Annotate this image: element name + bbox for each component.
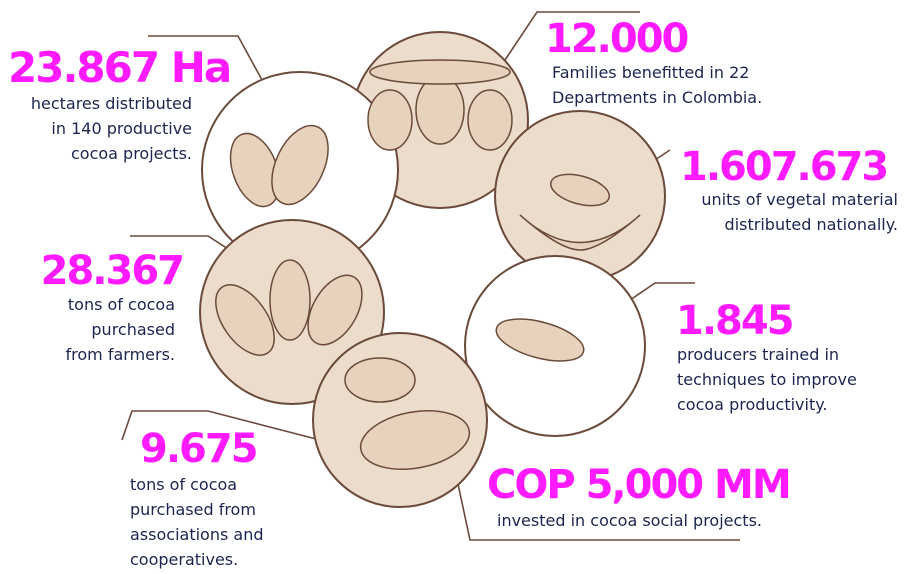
stat-value: 23.867 Ha	[8, 43, 230, 92]
stat-description: hectares distributed	[31, 94, 192, 113]
stat-value: 9.675	[140, 426, 257, 472]
stat-description: Departments in Colombia.	[552, 88, 762, 107]
stat-value: 1.845	[676, 298, 793, 344]
stat-description: units of vegetal material	[701, 190, 898, 209]
stat-description: purchased from	[130, 500, 256, 519]
stat-description: from farmers.	[66, 345, 175, 364]
stat-description: distributed nationally.	[725, 215, 898, 234]
stat-value: 28.367	[41, 248, 183, 294]
stat-description: Families benefitted in 22	[552, 63, 749, 82]
stat-description: tons of cocoa	[68, 295, 175, 314]
stat-value: 1.607.673	[680, 144, 887, 190]
stat-description: in 140 productive	[51, 119, 192, 138]
infographic: 23.867 Ha hectares distributed in 140 prod…	[0, 0, 906, 574]
stat-description: techniques to improve	[677, 370, 857, 389]
stat-description: cocoa productivity.	[677, 395, 828, 414]
stat-description: tons of cocoa	[130, 475, 237, 494]
stat-description: associations and	[130, 525, 263, 544]
stat-value: 12.000	[545, 16, 688, 62]
stat-value: COP 5,000 MM	[487, 462, 790, 508]
stat-description: cooperatives.	[130, 550, 238, 569]
stat-description: purchased	[91, 320, 175, 339]
stat-description: producers trained in	[677, 345, 839, 364]
stat-description: cocoa projects.	[71, 144, 192, 163]
stat-description: invested in cocoa social projects.	[497, 511, 762, 530]
